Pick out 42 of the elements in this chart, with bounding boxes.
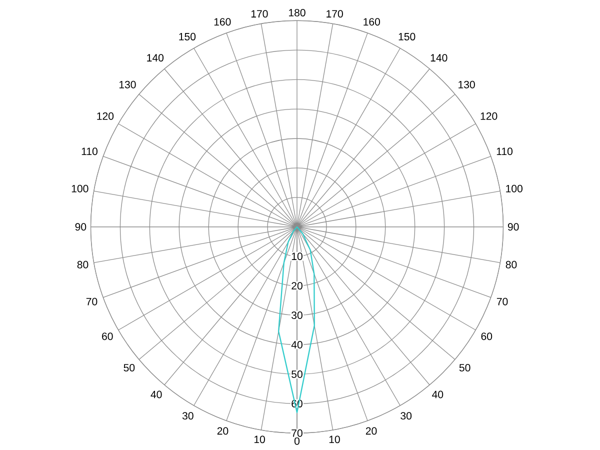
spoke-label: 40	[432, 390, 444, 398]
y-tick-label: 10	[292, 252, 302, 260]
y-tick-label: 40	[291, 341, 302, 348]
spoke-label: 40	[150, 390, 162, 398]
spoke-label: 180	[289, 8, 306, 16]
spoke-label: 50	[459, 364, 470, 372]
spoke-label: 160	[214, 18, 231, 26]
spoke-label: 130	[458, 80, 475, 88]
spoke-label: 20	[217, 427, 228, 435]
spoke-label: 140	[430, 54, 448, 62]
spoke-label: 90	[508, 223, 519, 231]
spoke-label: 70	[496, 298, 508, 306]
spoke-label: 140	[147, 54, 164, 62]
spoke-label: 0	[294, 437, 300, 445]
spoke-label: 120	[97, 112, 114, 120]
y-tick-label: 30	[292, 312, 302, 320]
y-tick-label: 70	[292, 429, 302, 437]
spoke-label: 60	[102, 332, 113, 340]
spoke-label: 50	[124, 364, 135, 372]
spoke-label: 80	[77, 260, 88, 268]
spoke-label: 30	[400, 412, 412, 420]
spoke-label: 170	[326, 10, 343, 18]
spoke-label: 170	[251, 10, 268, 18]
spoke-label: 90	[75, 223, 86, 231]
spoke-label: 110	[82, 148, 98, 156]
spoke-label: 60	[481, 332, 492, 340]
spoke-label: 10	[329, 436, 340, 444]
spoke-label: 150	[179, 32, 196, 40]
spoke-label: 160	[364, 18, 380, 26]
spoke-label: 150	[398, 32, 416, 40]
spoke-label: 130	[119, 80, 136, 88]
spoke-label: 100	[506, 184, 522, 192]
spoke-label: 10	[254, 436, 265, 444]
spoke-label: 110	[496, 148, 513, 156]
spoke-label: 80	[506, 260, 517, 268]
spoke-label: 20	[366, 427, 377, 435]
spoke-label: 120	[480, 112, 498, 120]
y-tick-label: 20	[292, 282, 302, 290]
y-tick-label: 50	[292, 370, 302, 378]
spoke-label: 30	[182, 412, 194, 420]
spoke-label: 100	[72, 184, 88, 192]
spoke-label: 70	[86, 298, 98, 306]
